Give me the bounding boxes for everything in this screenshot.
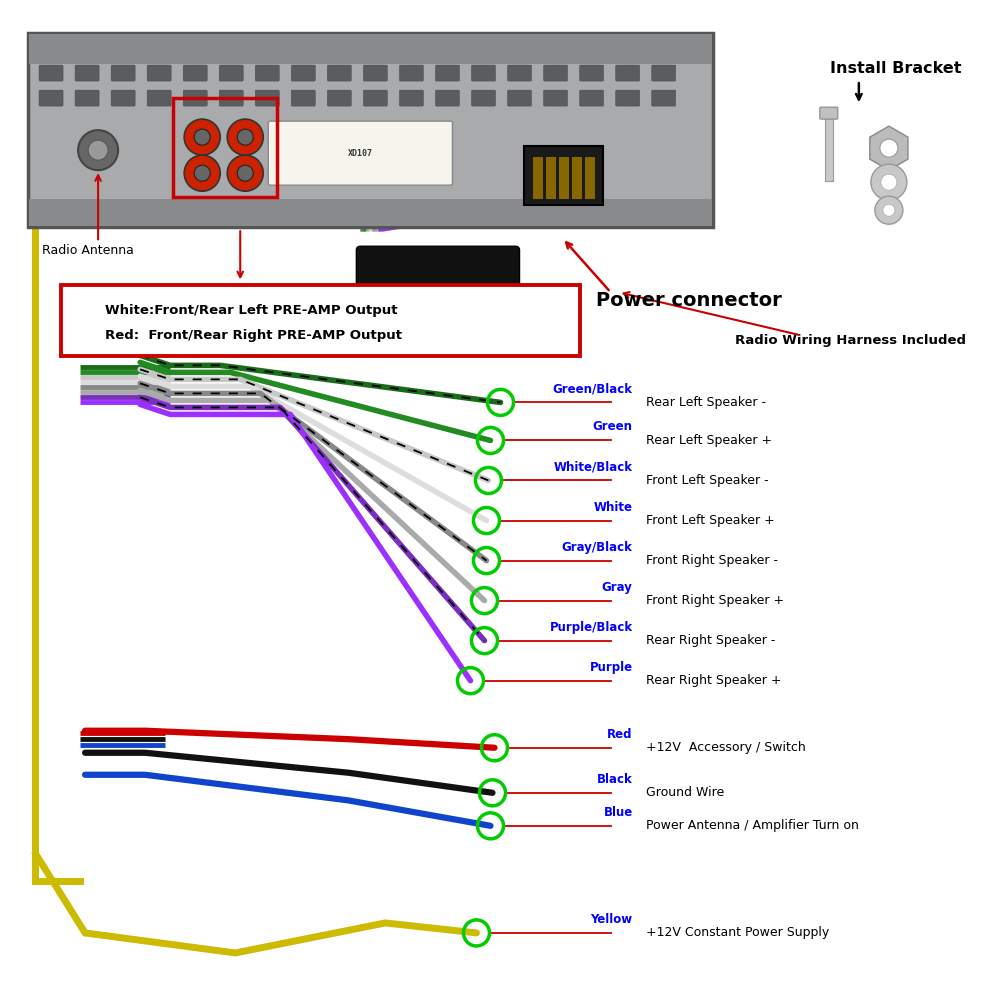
FancyBboxPatch shape [255, 65, 279, 81]
FancyBboxPatch shape [327, 90, 351, 106]
FancyBboxPatch shape [533, 157, 543, 199]
FancyBboxPatch shape [291, 90, 315, 106]
Circle shape [875, 196, 903, 224]
FancyBboxPatch shape [61, 285, 580, 356]
Text: Front Right Speaker -: Front Right Speaker - [646, 555, 778, 567]
FancyBboxPatch shape [580, 65, 604, 81]
Text: Power connector: Power connector [596, 291, 782, 309]
FancyBboxPatch shape [183, 65, 207, 81]
Text: Ground Wire: Ground Wire [646, 787, 724, 799]
Text: Install Bracket: Install Bracket [830, 61, 962, 75]
Circle shape [227, 119, 263, 155]
FancyBboxPatch shape [75, 90, 99, 106]
FancyBboxPatch shape [147, 90, 171, 106]
Text: Radio Wiring Harness Included: Radio Wiring Harness Included [736, 334, 966, 346]
FancyBboxPatch shape [327, 65, 351, 81]
FancyBboxPatch shape [399, 65, 423, 81]
FancyBboxPatch shape [585, 157, 595, 199]
FancyBboxPatch shape [435, 90, 459, 106]
Text: +12V Constant Power Supply: +12V Constant Power Supply [646, 927, 829, 939]
Circle shape [184, 155, 220, 191]
Text: Red: Red [608, 728, 633, 741]
FancyBboxPatch shape [39, 65, 63, 81]
FancyBboxPatch shape [75, 65, 99, 81]
Text: Rear Left Speaker +: Rear Left Speaker + [646, 434, 772, 446]
Text: Blue: Blue [604, 806, 633, 819]
FancyBboxPatch shape [825, 111, 833, 181]
FancyBboxPatch shape [29, 199, 712, 226]
FancyBboxPatch shape [508, 65, 532, 81]
Circle shape [184, 119, 220, 155]
FancyBboxPatch shape [544, 65, 568, 81]
Text: Radio Antenna: Radio Antenna [42, 244, 134, 256]
FancyBboxPatch shape [111, 65, 135, 81]
FancyBboxPatch shape [219, 65, 243, 81]
Circle shape [881, 174, 897, 190]
Text: Gray: Gray [602, 581, 633, 594]
FancyBboxPatch shape [147, 65, 171, 81]
FancyBboxPatch shape [356, 246, 520, 294]
FancyBboxPatch shape [219, 90, 243, 106]
FancyBboxPatch shape [363, 90, 387, 106]
Text: Purple: Purple [590, 661, 633, 674]
FancyBboxPatch shape [652, 90, 676, 106]
FancyBboxPatch shape [652, 65, 676, 81]
Circle shape [194, 165, 210, 181]
FancyBboxPatch shape [363, 65, 387, 81]
Text: Rear Right Speaker +: Rear Right Speaker + [646, 675, 781, 687]
FancyBboxPatch shape [572, 157, 582, 199]
FancyBboxPatch shape [616, 90, 640, 106]
Text: Green/Black: Green/Black [553, 382, 633, 395]
Text: Front Left Speaker +: Front Left Speaker + [646, 515, 775, 527]
Text: XD107: XD107 [348, 149, 372, 157]
Text: Purple/Black: Purple/Black [550, 621, 633, 634]
FancyBboxPatch shape [28, 33, 713, 227]
FancyBboxPatch shape [508, 90, 532, 106]
Circle shape [871, 164, 907, 200]
Circle shape [237, 165, 253, 181]
Circle shape [880, 139, 898, 157]
FancyBboxPatch shape [255, 90, 279, 106]
FancyBboxPatch shape [559, 157, 569, 199]
Text: Front Right Speaker +: Front Right Speaker + [646, 595, 784, 607]
FancyBboxPatch shape [291, 65, 315, 81]
Circle shape [194, 129, 210, 145]
Text: Power Antenna / Amplifier Turn on: Power Antenna / Amplifier Turn on [646, 820, 859, 832]
Text: Rear Right Speaker -: Rear Right Speaker - [646, 635, 775, 647]
Text: Yellow: Yellow [591, 913, 633, 926]
FancyBboxPatch shape [111, 90, 135, 106]
FancyBboxPatch shape [39, 90, 63, 106]
FancyBboxPatch shape [544, 90, 568, 106]
Circle shape [78, 130, 118, 170]
Text: White: White [594, 500, 633, 514]
FancyBboxPatch shape [580, 90, 604, 106]
Text: Gray/Black: Gray/Black [562, 541, 633, 554]
Circle shape [883, 204, 895, 216]
Circle shape [227, 155, 263, 191]
Text: Black: Black [597, 773, 633, 786]
FancyBboxPatch shape [546, 157, 556, 199]
FancyBboxPatch shape [268, 121, 452, 185]
FancyBboxPatch shape [471, 65, 495, 81]
Text: Front Left Speaker -: Front Left Speaker - [646, 474, 769, 486]
Text: Red:  Front/Rear Right PRE-AMP Output: Red: Front/Rear Right PRE-AMP Output [105, 329, 402, 341]
Text: White/Black: White/Black [554, 460, 633, 473]
FancyBboxPatch shape [399, 90, 423, 106]
Circle shape [88, 140, 108, 160]
FancyBboxPatch shape [524, 146, 603, 205]
FancyBboxPatch shape [616, 65, 640, 81]
FancyBboxPatch shape [29, 34, 712, 64]
Text: +12V  Accessory / Switch: +12V Accessory / Switch [646, 742, 806, 754]
FancyBboxPatch shape [820, 107, 838, 119]
FancyBboxPatch shape [435, 65, 459, 81]
Text: Green: Green [593, 420, 633, 433]
Text: White:Front/Rear Left PRE-AMP Output: White:Front/Rear Left PRE-AMP Output [105, 304, 397, 316]
Text: Rear Left Speaker -: Rear Left Speaker - [646, 396, 766, 408]
FancyBboxPatch shape [471, 90, 495, 106]
Circle shape [237, 129, 253, 145]
FancyBboxPatch shape [183, 90, 207, 106]
